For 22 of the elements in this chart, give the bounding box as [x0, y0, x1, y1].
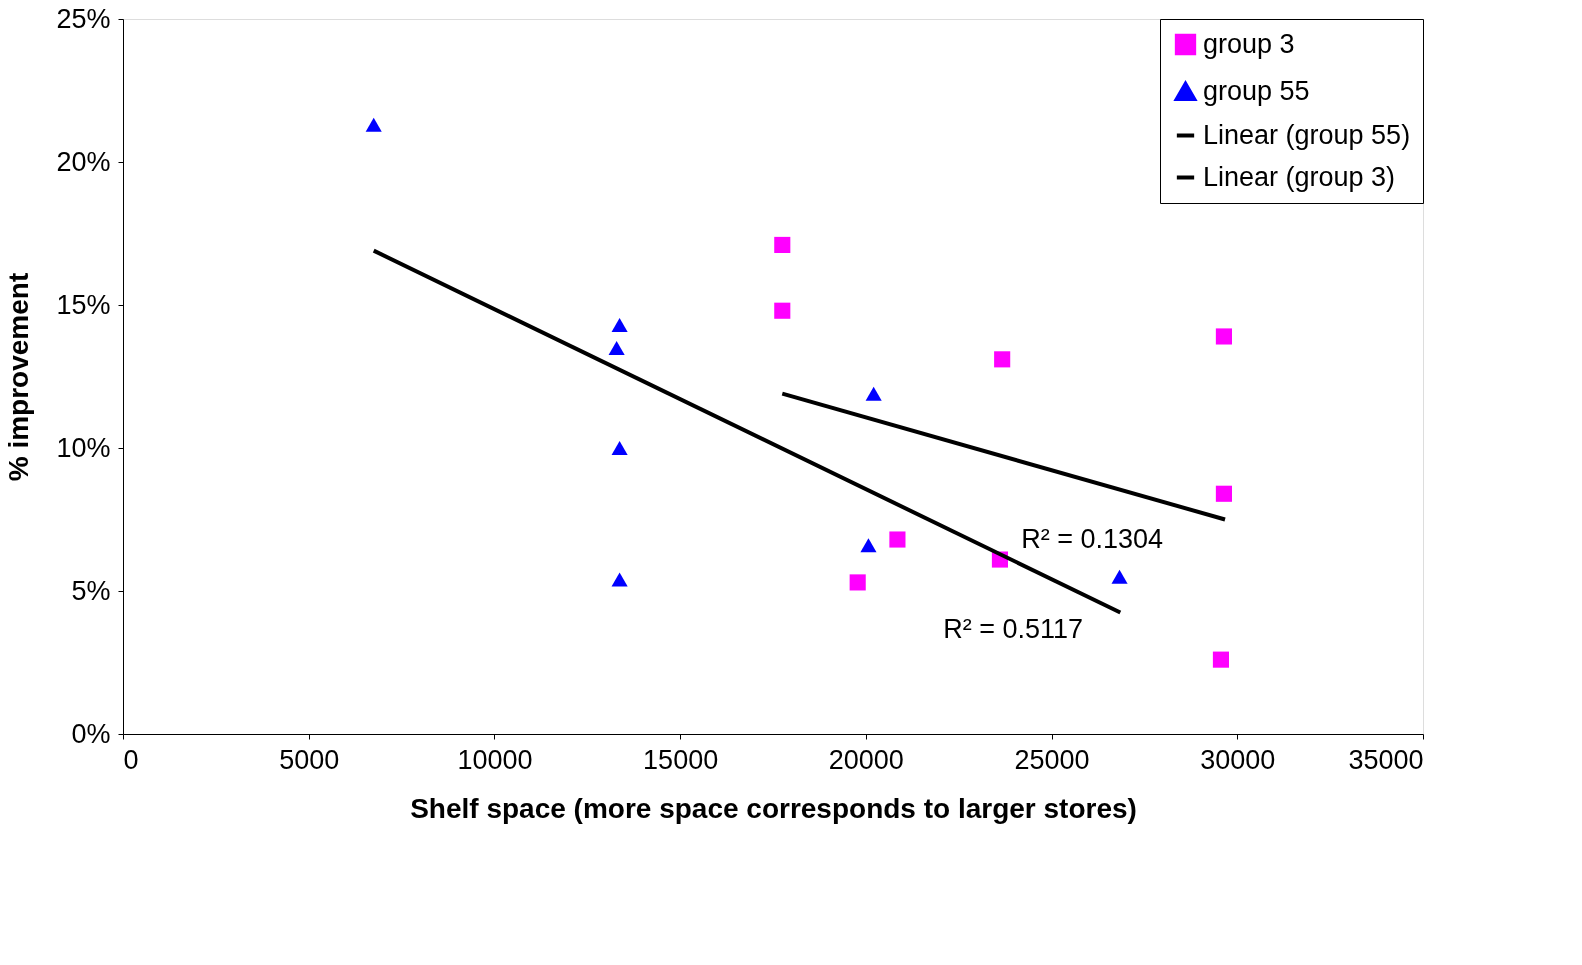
x-tick-label: 25000: [1014, 744, 1090, 775]
legend-label: Linear (group 3): [1203, 161, 1396, 192]
x-tick-label: 30000: [1200, 744, 1276, 775]
y-tick-label: 15%: [56, 289, 111, 320]
y-tick-label: 20%: [56, 146, 111, 177]
legend-label: group 3: [1203, 28, 1295, 59]
annotation: R² = 0.1304: [1021, 524, 1163, 554]
x-tick-label: 15000: [643, 744, 719, 775]
y-tick-label: 5%: [71, 575, 111, 606]
legend-label: Linear (group 55): [1203, 119, 1411, 150]
x-tick-label: 20000: [828, 744, 904, 775]
y-tick-label: 10%: [56, 432, 111, 463]
y-tick-label: 25%: [56, 3, 111, 34]
x-tick-label: 0: [123, 744, 139, 775]
annotation: R² = 0.5117: [943, 614, 1083, 644]
x-tick-label: 10000: [457, 744, 533, 775]
y-tick-label: 0%: [71, 718, 111, 749]
x-tick-label: 5000: [279, 744, 340, 775]
x-axis-title: Shelf space (more space corresponds to larger stores): [410, 792, 1137, 824]
y-axis-title: % improvement: [3, 272, 35, 482]
legend-label: group 55: [1203, 75, 1310, 106]
x-tick-label: 35000: [1348, 744, 1424, 775]
